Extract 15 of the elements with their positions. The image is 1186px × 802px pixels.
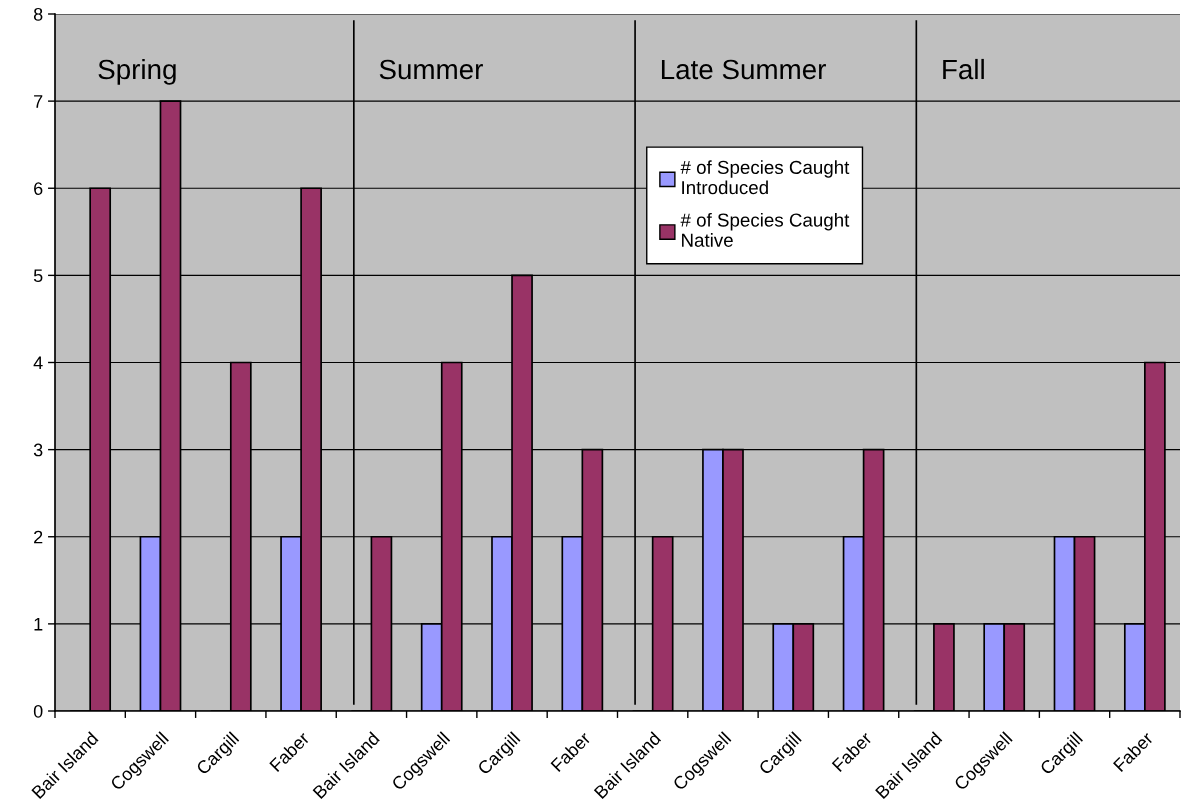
legend-label: # of Species Caught Native — [680, 212, 850, 247]
y-tick-label: 6 — [34, 182, 43, 195]
y-tick-label: 8 — [33, 7, 43, 21]
y-tick-label: 1 — [34, 618, 43, 631]
y-tick-label: 4 — [33, 356, 43, 370]
annotation: Summer — [379, 59, 483, 80]
y-tick-label: 5 — [33, 269, 43, 283]
y-tick-label: 2 — [34, 530, 43, 544]
legend-label: # of Species Caught Introduced — [680, 160, 850, 195]
y-tick-label: 3 — [33, 443, 43, 457]
annotation: Fall — [943, 58, 984, 80]
y-tick-label: 0 — [33, 704, 43, 718]
annotation: Spring — [98, 58, 176, 85]
annotation: Late Summer — [661, 59, 826, 80]
y-tick-label: 7 — [34, 95, 43, 108]
